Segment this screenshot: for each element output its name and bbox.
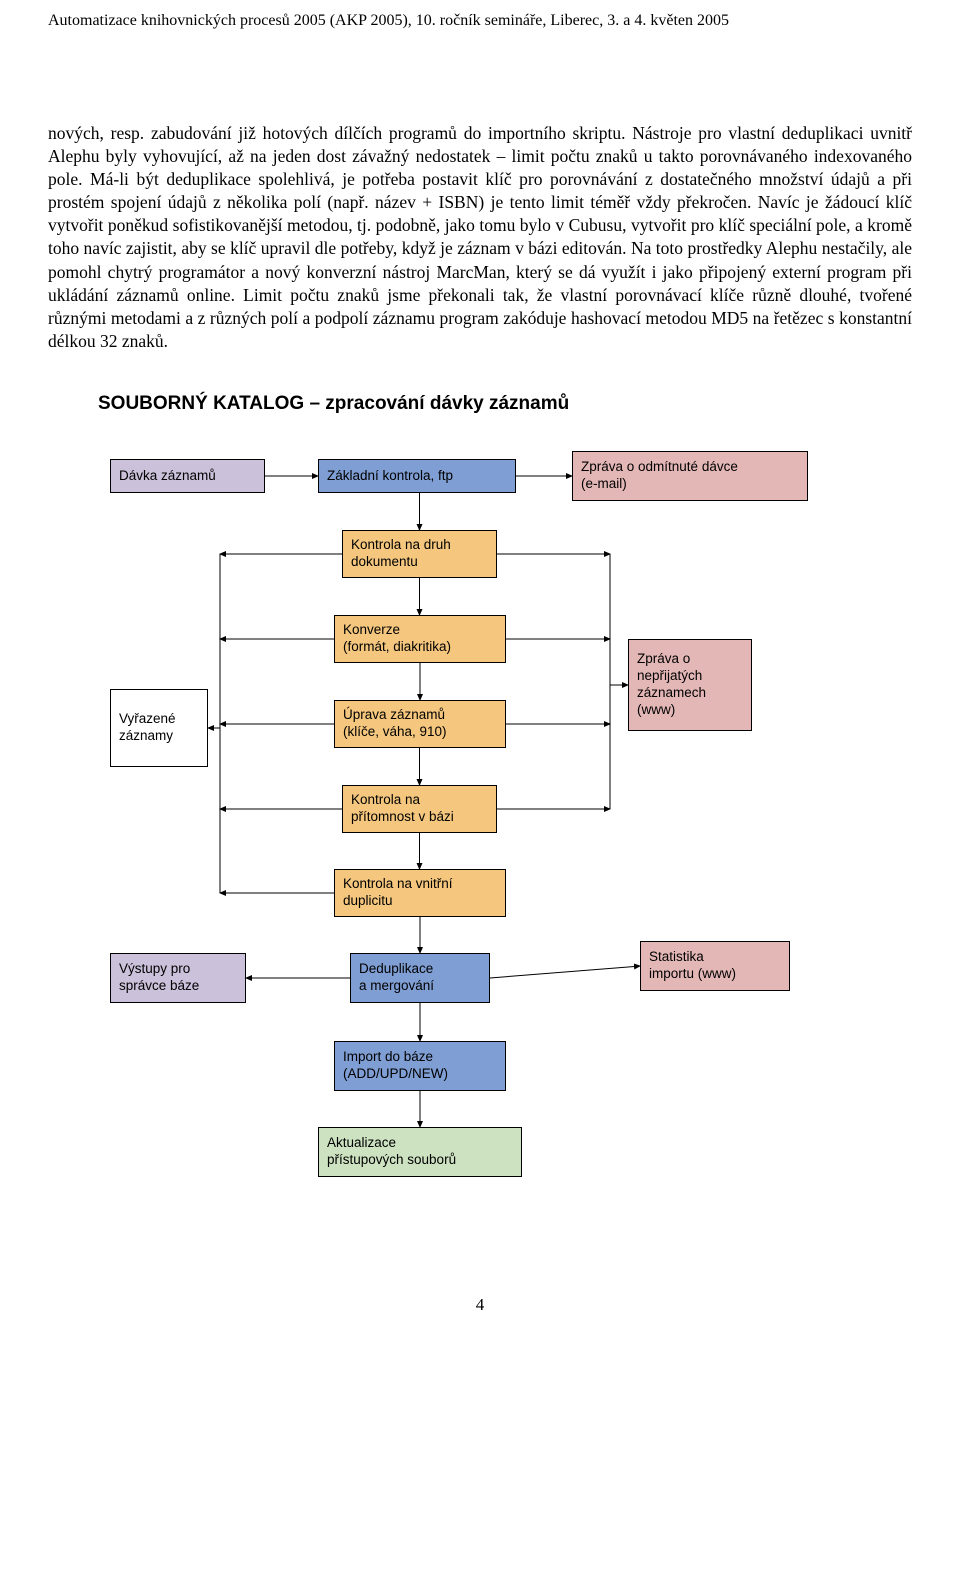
flowchart-node-vnitrni: Kontrola na vnitřní duplicitu <box>334 869 506 917</box>
flowchart-node-konverze: Konverze (formát, diakritika) <box>334 615 506 663</box>
flowchart-node-dedup: Deduplikace a mergování <box>350 953 490 1003</box>
flowchart-node-import: Import do báze (ADD/UPD/NEW) <box>334 1041 506 1091</box>
flowchart-node-vyrazene: Vyřazené záznamy <box>110 689 208 767</box>
flowchart-node-aktual: Aktualizace přístupových souborů <box>318 1127 522 1177</box>
flowchart-node-pritom: Kontrola na přítomnost v bázi <box>342 785 497 833</box>
flowchart-node-vystupy: Výstupy pro správce báze <box>110 953 246 1003</box>
diagram-title: SOUBORNÝ KATALOG – zpracování dávky zázn… <box>98 393 912 415</box>
flowchart-diagram: Dávka záznamů Základní kontrola, ftp Zpráv… <box>90 445 870 1225</box>
page-header: Automatizace knihovnických procesů 2005 … <box>48 12 912 30</box>
flowchart-node-davka: Dávka záznamů <box>110 459 265 493</box>
page-number: 4 <box>48 1295 912 1315</box>
body-paragraph: nových, resp. zabudování již hotových dí… <box>48 122 912 353</box>
flowchart-node-uprava: Úprava záznamů (klíče, váha, 910) <box>334 700 506 748</box>
flowchart-node-kontrola: Základní kontrola, ftp <box>318 459 516 493</box>
flowchart-node-statistika: Statistika importu (www) <box>640 941 790 991</box>
flowchart-node-druh: Kontrola na druh dokumentu <box>342 530 497 578</box>
flowchart-node-zprava_nep: Zpráva o nepřijatých záznamech (www) <box>628 639 752 731</box>
flowchart-node-zprava_odm: Zpráva o odmítnuté dávce (e-mail) <box>572 451 808 501</box>
